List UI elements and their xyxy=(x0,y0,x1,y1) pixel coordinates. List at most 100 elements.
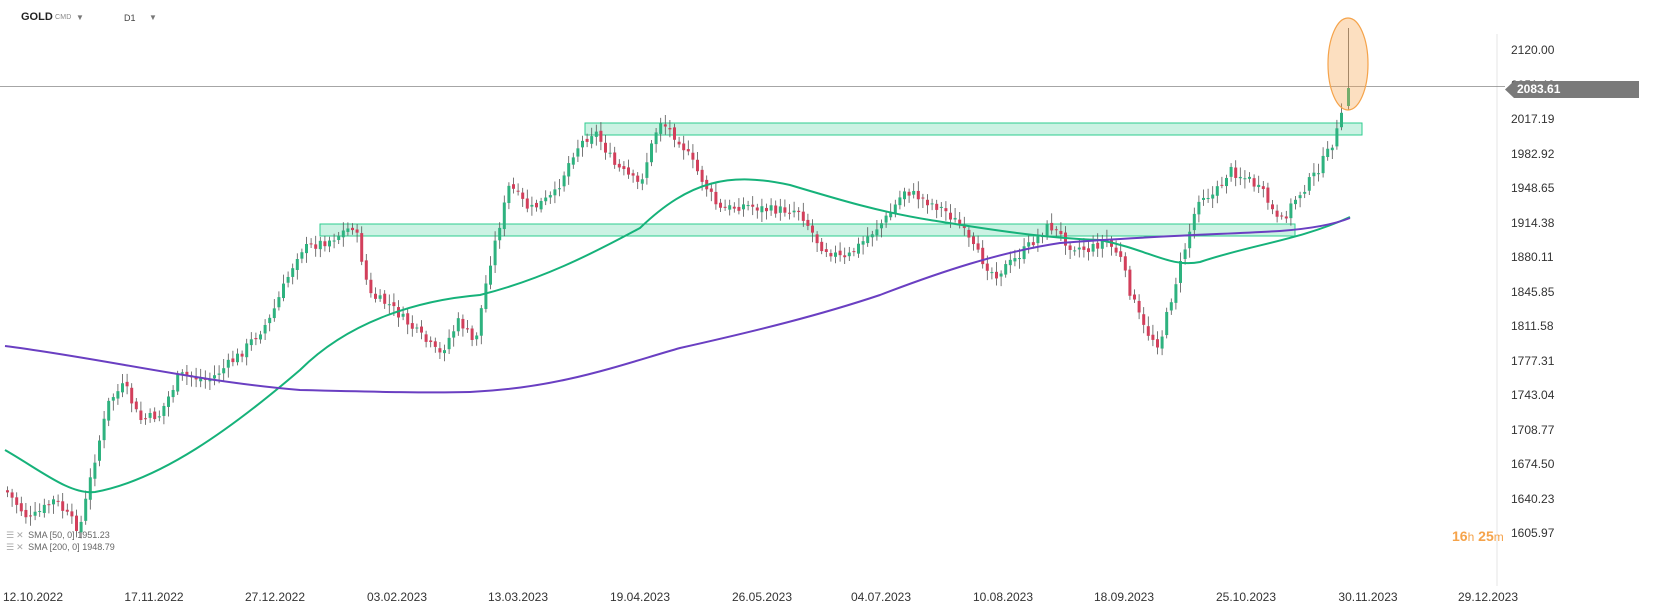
candle-bullish xyxy=(42,504,46,513)
candle-bullish xyxy=(300,252,304,259)
candle-bearish xyxy=(788,212,791,214)
candle-bullish xyxy=(1183,249,1187,260)
candle-bearish xyxy=(806,219,810,226)
candle-bearish xyxy=(525,198,529,209)
candle-bearish xyxy=(719,202,722,208)
candle-bearish xyxy=(801,211,805,221)
candle-bullish xyxy=(493,240,497,266)
candle-bullish xyxy=(88,477,92,500)
price-axis-label: 1777.31 xyxy=(1511,353,1555,368)
legend-value: 1948.79 xyxy=(82,542,115,552)
candle-bearish xyxy=(631,173,635,176)
candle-bearish xyxy=(369,279,373,294)
candle-bullish xyxy=(415,327,419,329)
candle-bearish xyxy=(668,128,672,130)
candle-bearish xyxy=(65,509,69,512)
last-price-value: 2083.61 xyxy=(1517,82,1561,96)
candle-bearish xyxy=(1275,210,1279,217)
candle-bearish xyxy=(691,152,695,160)
candle-bearish xyxy=(958,219,962,225)
close-icon[interactable]: ✕ xyxy=(16,542,24,552)
candle-bullish xyxy=(1347,88,1350,106)
candle-bullish xyxy=(452,331,456,338)
candle-bullish xyxy=(912,190,916,195)
candle-bearish xyxy=(1068,245,1072,250)
candle-bullish xyxy=(760,206,764,213)
candle-bullish xyxy=(1335,128,1339,147)
sma50-line xyxy=(4,178,1351,494)
candle-bullish xyxy=(328,240,331,247)
candle-bearish xyxy=(516,190,520,192)
candle-bullish xyxy=(1248,176,1251,179)
candle-bullish xyxy=(52,499,55,505)
time-axis-label: 29.12.2023 xyxy=(1457,590,1519,604)
time-axis-label: 26.05.2023 xyxy=(731,590,793,604)
candle-bullish xyxy=(1321,155,1325,174)
candle-bullish xyxy=(870,234,874,238)
sma200-line xyxy=(4,217,1351,394)
candle-bullish xyxy=(990,272,994,274)
price-axis-label: 1982.92 xyxy=(1511,146,1555,161)
candle-bullish xyxy=(1018,258,1021,260)
candle-bullish xyxy=(1257,184,1261,188)
candle-bearish xyxy=(194,377,198,380)
candle-bullish xyxy=(148,412,152,418)
candle-bullish xyxy=(475,335,479,340)
candle-bullish xyxy=(33,511,37,516)
candle-bearish xyxy=(774,205,778,214)
candle-bearish xyxy=(470,328,474,340)
candle-bullish xyxy=(553,189,557,196)
candle-bullish xyxy=(999,273,1003,277)
candle-bullish xyxy=(1330,147,1334,151)
time-axis-label: 17.11.2022 xyxy=(124,590,184,604)
price-axis-label: 1845.85 xyxy=(1511,284,1555,299)
candle-bullish xyxy=(1160,336,1164,349)
candle-bullish xyxy=(1036,235,1040,244)
candle-bullish xyxy=(893,204,897,214)
symbol-category: CMD xyxy=(55,14,72,21)
menu-icon[interactable]: ☰ xyxy=(6,530,15,540)
candle-bullish xyxy=(1202,197,1205,200)
candle-bearish xyxy=(512,184,515,189)
candle-bearish xyxy=(433,341,437,347)
candle-bullish xyxy=(898,197,902,206)
candle-bullish xyxy=(456,318,460,332)
candle-bearish xyxy=(985,263,989,271)
symbol-name[interactable]: GOLD xyxy=(21,11,53,23)
candle-bearish xyxy=(185,371,189,376)
candle-bullish xyxy=(502,202,506,230)
candle-bullish xyxy=(1192,213,1196,231)
symbol-dropdown-icon[interactable]: ▼ xyxy=(76,13,84,22)
candle-bullish xyxy=(272,308,276,319)
candle-bearish xyxy=(438,348,442,353)
candle-bullish xyxy=(341,230,345,238)
candle-bearish xyxy=(1151,334,1155,340)
candle-bullish xyxy=(1294,199,1297,205)
candle-bearish xyxy=(1146,326,1150,336)
candle-bullish xyxy=(1211,194,1215,199)
candle-bearish xyxy=(521,192,525,199)
candle-bullish xyxy=(742,204,745,210)
candle-bearish xyxy=(153,411,157,420)
candle-bullish xyxy=(282,283,285,299)
candle-bullish xyxy=(489,265,492,285)
candle-bullish xyxy=(834,252,837,257)
candle-bearish xyxy=(466,328,469,330)
candle-bullish xyxy=(263,324,267,334)
candle-bullish xyxy=(953,217,957,220)
candle-bearish xyxy=(231,358,235,363)
candle-bearish xyxy=(1271,204,1274,210)
candle-bearish xyxy=(617,163,621,168)
menu-icon[interactable]: ☰ xyxy=(6,542,15,552)
candle-bullish xyxy=(847,252,851,257)
candle-bearish xyxy=(714,191,718,205)
price-axis-label: 1811.58 xyxy=(1511,319,1554,333)
close-icon[interactable]: ✕ xyxy=(16,530,24,540)
candle-bearish xyxy=(410,323,414,329)
candle-bullish xyxy=(654,132,658,145)
candle-bullish xyxy=(857,243,860,254)
candle-bearish xyxy=(935,203,939,210)
timeframe-label[interactable]: D1 xyxy=(124,13,136,23)
timeframe-dropdown-icon[interactable]: ▼ xyxy=(149,13,157,22)
